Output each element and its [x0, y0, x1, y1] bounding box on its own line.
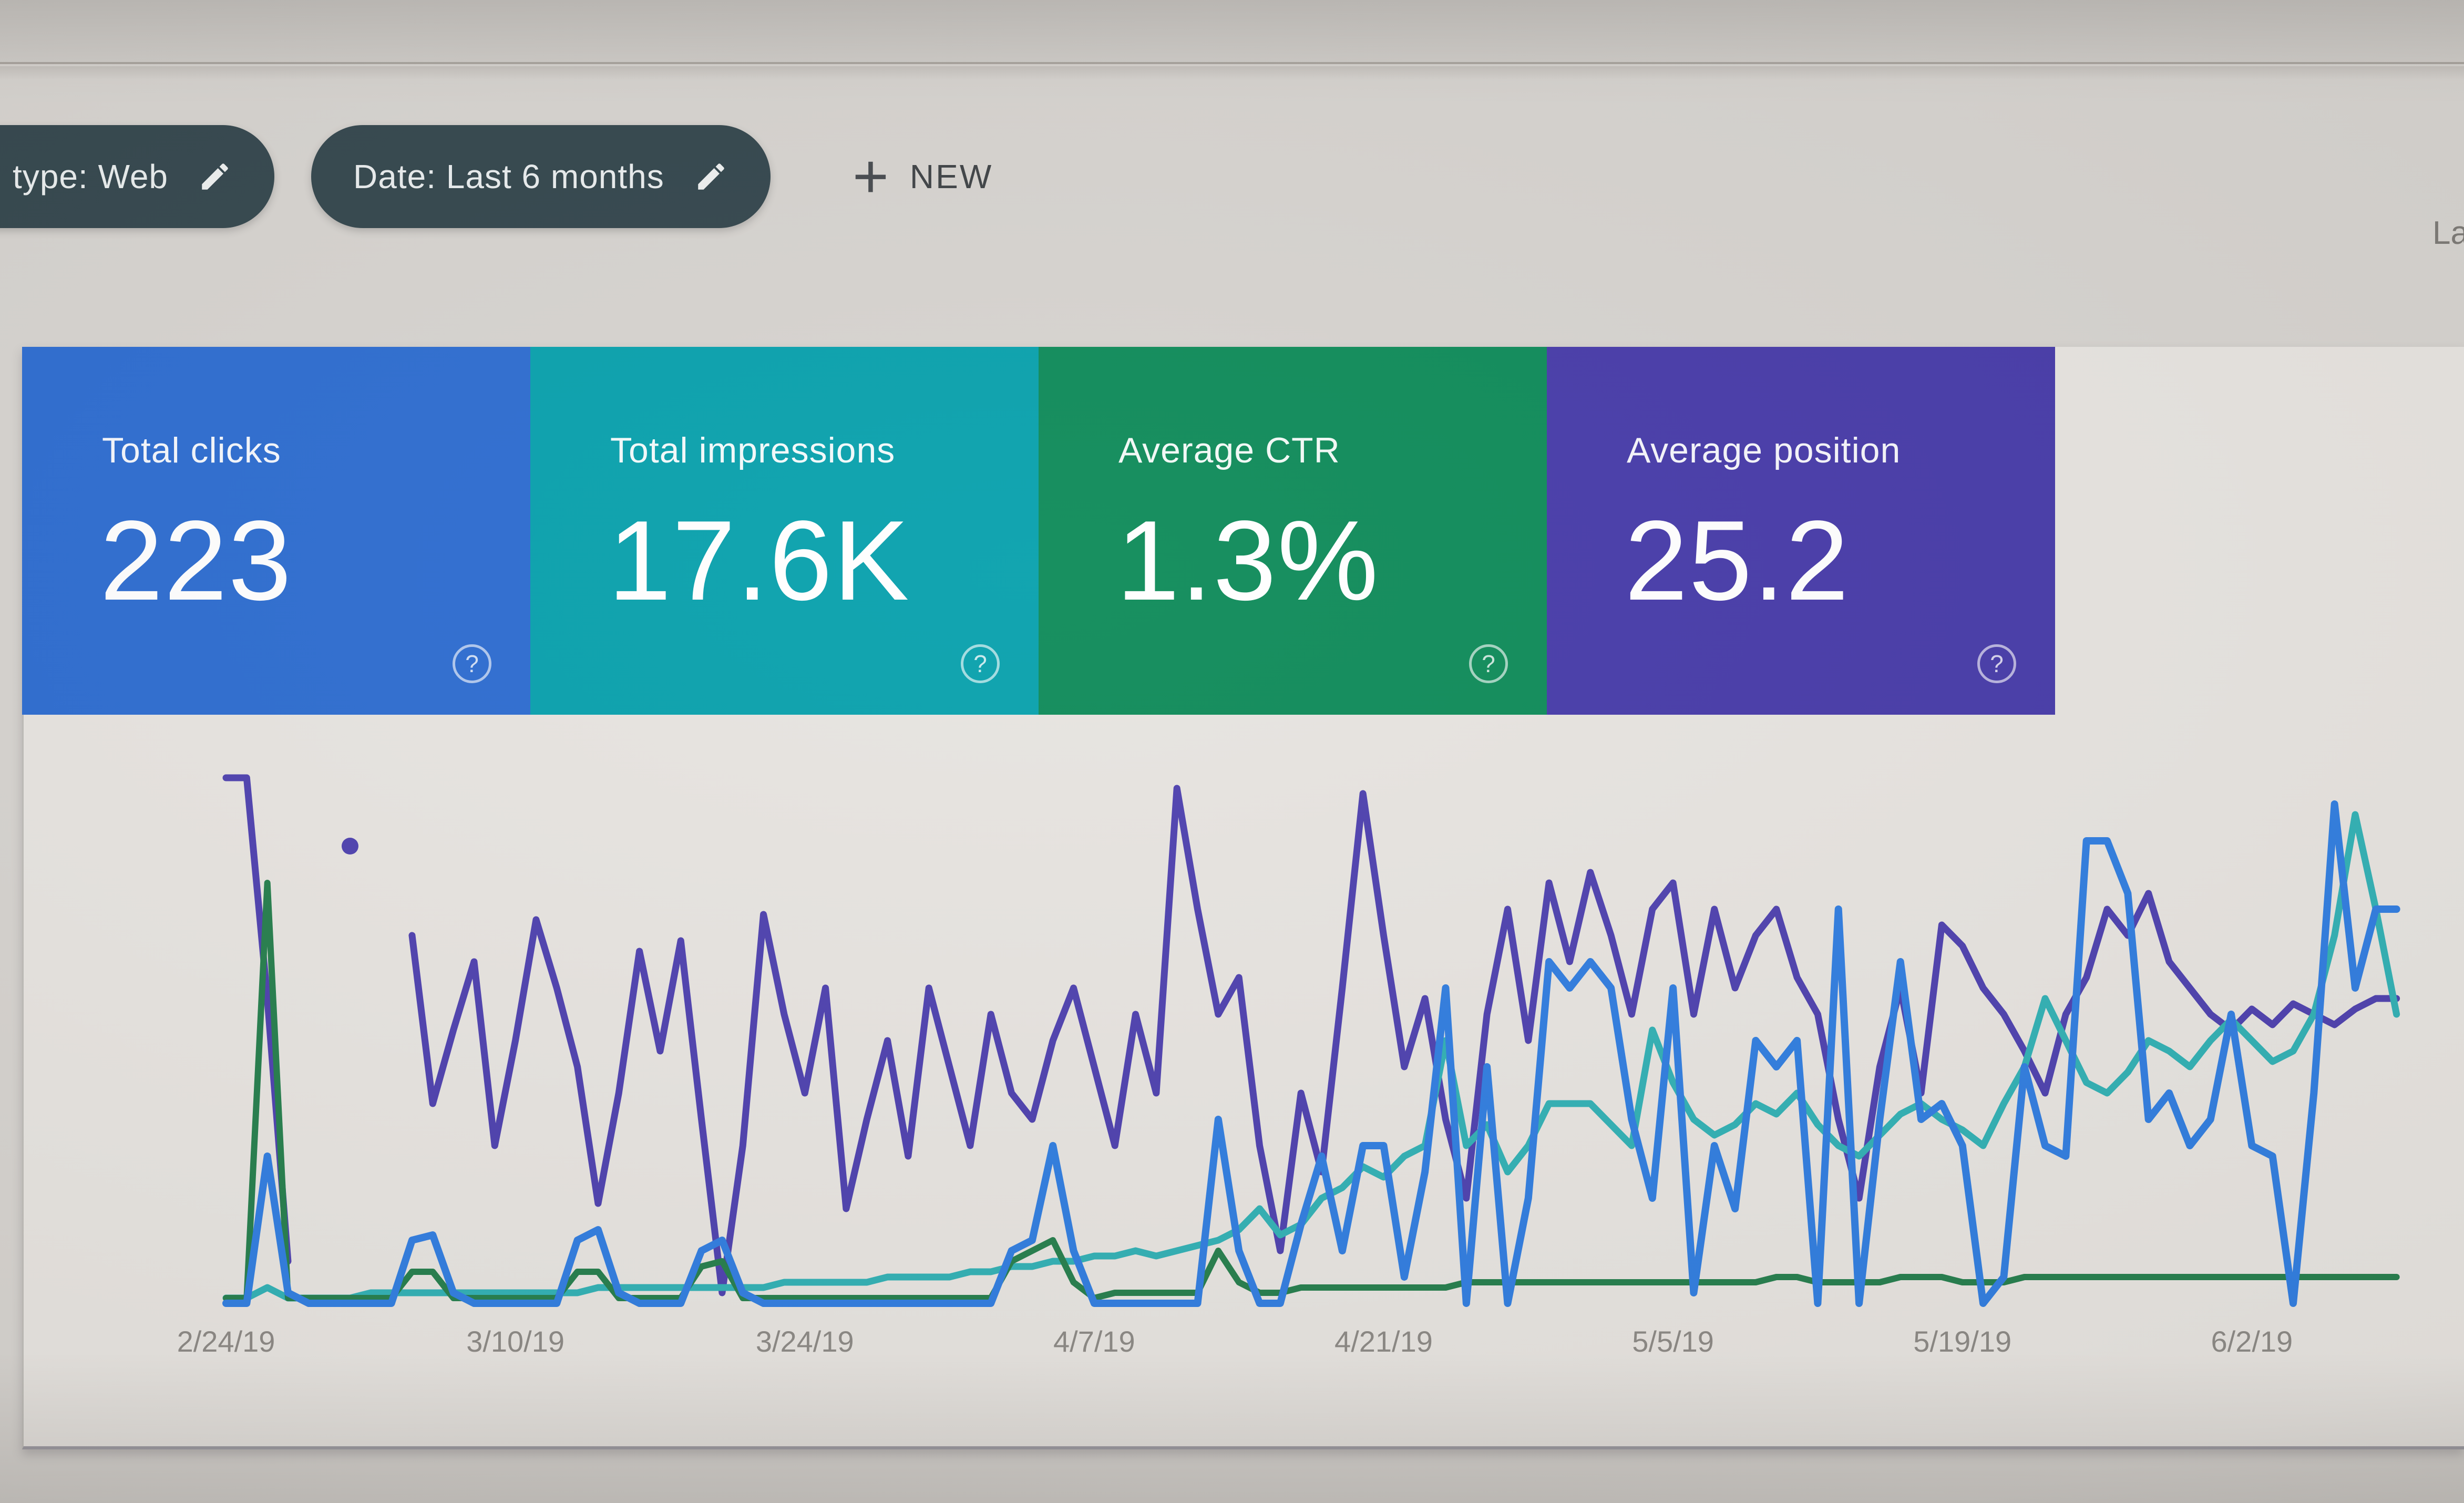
total-clicks-label: Total clicks	[102, 430, 281, 470]
chrome-shadow	[0, 66, 2464, 80]
x-axis-tick-label: 5/19/19	[1913, 1325, 2012, 1358]
total-impressions-card[interactable]: Total impressions 17.6K ?	[530, 347, 1039, 715]
date-range-chip[interactable]: Date: Last 6 months	[311, 125, 771, 228]
plus-icon: +	[853, 142, 889, 211]
help-icon[interactable]: ?	[453, 644, 491, 683]
x-axis-tick-label: 3/10/19	[466, 1325, 565, 1358]
x-axis-tick-label: 3/24/19	[755, 1325, 854, 1358]
isolated-data-point	[341, 838, 358, 855]
average-ctr-label: Average CTR	[1118, 430, 1340, 470]
x-axis-tick-label: 4/21/19	[1334, 1325, 1433, 1358]
x-axis-tick-label: 5/5/19	[1632, 1325, 1714, 1358]
pencil-icon[interactable]	[198, 159, 232, 194]
x-axis-tick-label: 4/7/19	[1053, 1325, 1135, 1358]
average-ctr-value: 1.3%	[1116, 497, 1380, 624]
date-range-chip-label: Date: Last 6 months	[353, 158, 664, 195]
total-impressions-label: Total impressions	[610, 430, 896, 470]
x-axis-tick-label: 2/24/19	[177, 1325, 275, 1358]
total-impressions-value: 17.6K	[608, 497, 910, 624]
series-line-average-ctr	[223, 880, 2400, 1301]
help-icon[interactable]: ?	[1469, 644, 1508, 683]
new-filter-button[interactable]: + NEW	[853, 125, 993, 228]
help-icon[interactable]: ?	[1977, 644, 2016, 683]
new-filter-label: NEW	[909, 158, 993, 195]
series-line-average-position	[408, 785, 2400, 1296]
series-line-average-position	[222, 774, 292, 1265]
pencil-icon[interactable]	[694, 159, 728, 194]
x-axis-tick-label: 6/2/19	[2211, 1325, 2293, 1358]
series-line-total-impressions	[222, 811, 2400, 1302]
browser-chrome-edge	[0, 0, 2464, 64]
performance-line-chart	[222, 774, 2400, 1307]
average-position-value: 25.2	[1625, 497, 1850, 624]
average-position-card[interactable]: Average position 25.2 ?	[1547, 347, 2055, 715]
average-position-label: Average position	[1627, 430, 1901, 470]
help-icon[interactable]: ?	[961, 644, 1000, 683]
search-type-chip[interactable]: type: Web	[0, 125, 274, 228]
search-type-chip-label: type: Web	[13, 158, 168, 195]
total-clicks-card[interactable]: Total clicks 223 ?	[22, 347, 530, 715]
series-line-total-clicks	[222, 800, 2400, 1307]
last-updated-text-cut: La	[2432, 215, 2464, 251]
total-clicks-value: 223	[100, 497, 293, 624]
average-ctr-card[interactable]: Average CTR 1.3% ?	[1039, 347, 1547, 715]
metric-cards-row: Total clicks 223 ? Total impressions 17.…	[22, 347, 2055, 715]
